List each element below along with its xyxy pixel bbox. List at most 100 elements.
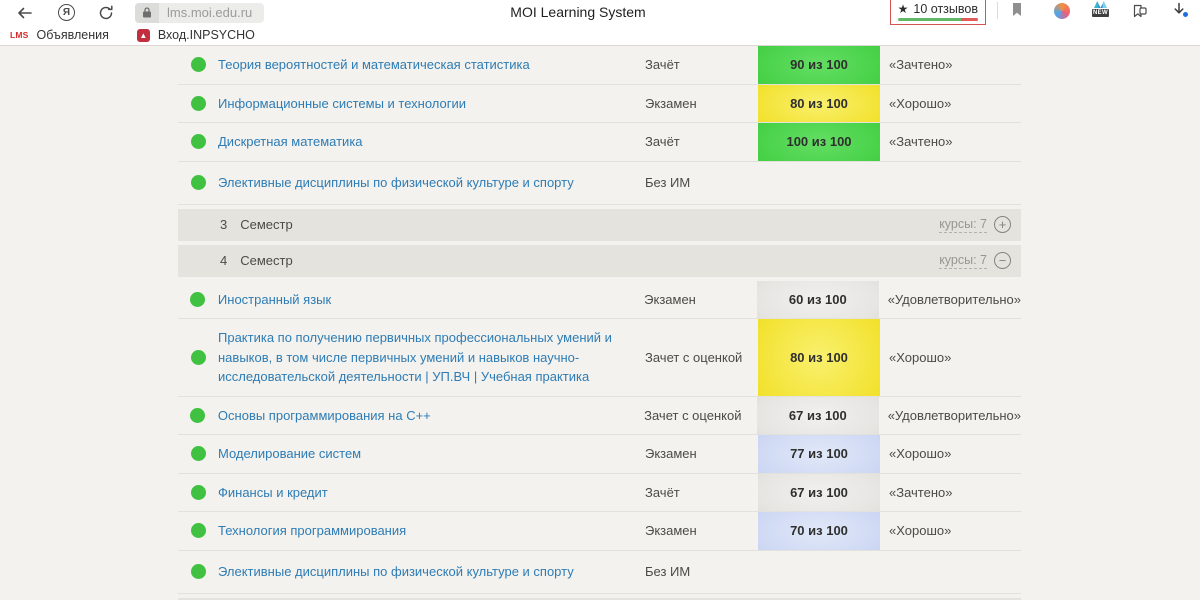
extension-new-art [1094,1,1107,8]
gradebook-table: Теория вероятностей и математическая ста… [178,46,1021,600]
extension-sphere-icon[interactable] [1054,3,1070,19]
score-badge: 90 из 100 [758,46,880,84]
score-badge: 100 из 100 [758,123,880,161]
bookmark-item-inpsycho[interactable]: ▲ Вход.INPSYCHO [136,28,255,42]
course-link[interactable]: Основы программирования на C++ [217,407,431,423]
rating-bar-negative [961,18,978,21]
course-name-cell: Технология программирования [218,512,645,550]
course-status-dot [190,523,206,539]
status-cell [178,474,218,512]
toolbar-divider [997,2,998,19]
exam-type-cell: Экзамен [645,523,697,539]
course-link[interactable]: Теория вероятностей и математическая ста… [218,57,530,72]
bookmark-flag-icon[interactable] [1010,2,1024,17]
course-status-dot [190,484,206,500]
course-status-dot [190,95,206,111]
site-reviews-button[interactable]: ★ 10 отзывов [889,0,986,25]
semester-header-right: курсы: 7 + [939,216,1011,233]
course-status-dot [190,134,206,150]
course-link[interactable]: Иностранный язык [217,291,332,307]
semester-header-row[interactable]: 4 Семестр курсы: 7 − [178,244,1021,277]
exam-type-cell: Без ИМ [645,564,691,579]
reviews-count-label: 10 отзывов [913,2,978,16]
semester-header-row[interactable]: 3 Семестр курсы: 7 + [178,208,1021,241]
exam-type-cell: Зачет с оценкой [644,407,742,423]
course-row: Моделирование систем Экзамен 77 из 100 «… [178,435,1021,474]
course-row: Практика по получению первичных професси… [178,319,1021,397]
extension-new-icon[interactable]: NEW [1092,1,1109,17]
url-text: lms.moi.edu.ru [167,5,253,20]
semester-header-row[interactable]: 5 Семестр курсы: 8 + [178,597,1021,600]
expand-toggle-icon[interactable]: − [994,252,1011,269]
browser-chrome: Я lms.moi.edu.ru MOI Learning System ★ 1… [0,0,1200,46]
exam-type-cell: Экзамен [645,95,697,111]
grade-cell: «Зачтено» [889,134,953,150]
grade-cell: «Удовлетворительно» [887,407,1022,423]
semester-label: Семестр [240,217,293,232]
course-status-dot [190,564,206,579]
course-name-cell: Теория вероятностей и математическая ста… [218,46,645,84]
course-status-dot [190,175,206,190]
course-link[interactable]: Элективные дисциплины по физической куль… [218,563,574,579]
page-title: MOI Learning System [510,4,646,20]
courses-count-link[interactable]: курсы: 7 [939,252,987,269]
course-link[interactable]: Практика по получению первичных професси… [218,330,612,384]
exam-type-cell: Экзамен [644,291,696,307]
score-badge: 67 из 100 [758,473,880,511]
download-icon[interactable] [1172,2,1188,17]
courses-count-link[interactable]: курсы: 7 [939,216,987,233]
status-cell [178,551,218,593]
browser-toolbar: Я lms.moi.edu.ru MOI Learning System ★ 1… [0,0,1200,25]
course-status-dot [190,57,206,73]
score-badge: 80 из 100 [758,319,880,396]
course-status-dot [190,291,206,307]
content-area: Теория вероятностей и математическая ста… [0,46,1200,600]
score-badge: 77 из 100 [758,435,880,473]
course-link[interactable]: Моделирование систем [218,446,362,461]
status-cell [178,319,218,396]
course-status-dot [190,446,206,462]
expand-toggle-icon[interactable]: + [994,216,1011,233]
exam-type-cell: Зачет с оценкой [645,349,743,365]
grade-cell: «Удовлетворительно» [887,291,1022,307]
course-row: Финансы и кредит Зачёт 67 из 100 «Зачтен… [178,473,1021,512]
course-row: Информационные системы и технологии Экза… [178,84,1021,123]
grade-cell: «Зачтено» [889,484,953,500]
bookmarks-bar: LMS Объявления ▲ Вход.INPSYCHO [0,25,1200,45]
status-cell [178,123,218,161]
address-bar[interactable]: lms.moi.edu.ru [135,2,265,23]
course-name-cell: Дискретная математика [218,123,645,161]
lms-favicon: LMS [10,30,29,40]
course-link[interactable]: Информационные системы и технологии [218,95,466,111]
course-name-cell: Моделирование систем [218,435,645,473]
status-cell [178,85,218,123]
course-row: Теория вероятностей и математическая ста… [178,46,1021,85]
status-cell [178,281,218,319]
exam-type-cell: Зачёт [645,57,680,73]
course-status-dot [190,349,206,365]
status-cell [178,512,218,550]
exam-type-cell: Зачёт [645,484,680,500]
back-icon[interactable] [16,5,33,21]
bookmark-item-announcements[interactable]: LMS Объявления [10,28,109,42]
course-row: Элективные дисциплины по физической куль… [178,551,1021,594]
course-link[interactable]: Дискретная математика [218,134,363,149]
semester-label: Семестр [240,253,293,268]
score-badge: 67 из 100 [756,396,879,434]
rating-bar-positive [897,18,962,21]
status-cell [178,435,218,473]
yandex-logo-icon[interactable]: Я [58,4,75,21]
course-row: Элективные дисциплины по физической куль… [178,162,1021,205]
course-link[interactable]: Элективные дисциплины по физической куль… [218,174,574,190]
reload-icon[interactable] [98,4,114,21]
course-name-cell: Информационные системы и технологии [218,85,645,123]
course-name-cell: Элективные дисциплины по физической куль… [218,551,645,593]
status-cell [178,162,218,204]
grade-cell: «Зачтено» [889,57,953,73]
course-link[interactable]: Финансы и кредит [218,484,328,500]
collections-icon[interactable] [1131,3,1148,19]
grade-cell: «Хорошо» [889,349,952,365]
course-name-cell: Элективные дисциплины по физической куль… [218,162,645,204]
course-link[interactable]: Технология программирования [218,523,407,538]
bookmark-label: Объявления [36,28,109,42]
